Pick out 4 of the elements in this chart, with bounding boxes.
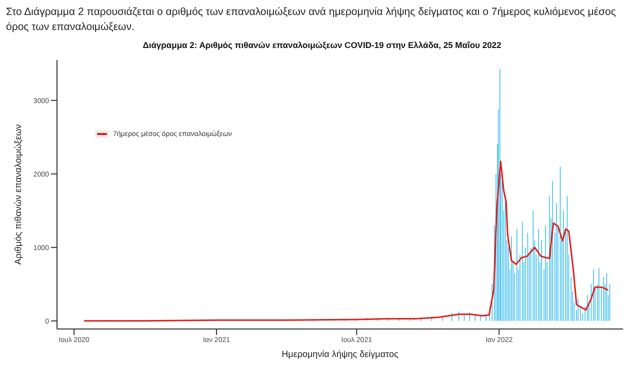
x-axis-title: Ημερομηνία λήψης δείγματος xyxy=(282,349,399,359)
chart-title: Διάγραμμα 2: Αριθμός πιθανών επαναλοιμώξεων COVID-19 στην Ελλάδα, 25 Μαΐου 2022 xyxy=(142,40,502,50)
text: Στο Διάγραμμα 2 παρουσιάζεται ο αριθμός των επαναλοιμώξεων ανά ημερομηνία λήψης δείγματος και ο 7ήμερος κυλιόμενος μέσος όρος των επαναλοιμώξεων. xyxy=(6,5,617,35)
y-axis-title: Αριθμός πιθανών επαναλοιμώξεων xyxy=(13,124,24,265)
